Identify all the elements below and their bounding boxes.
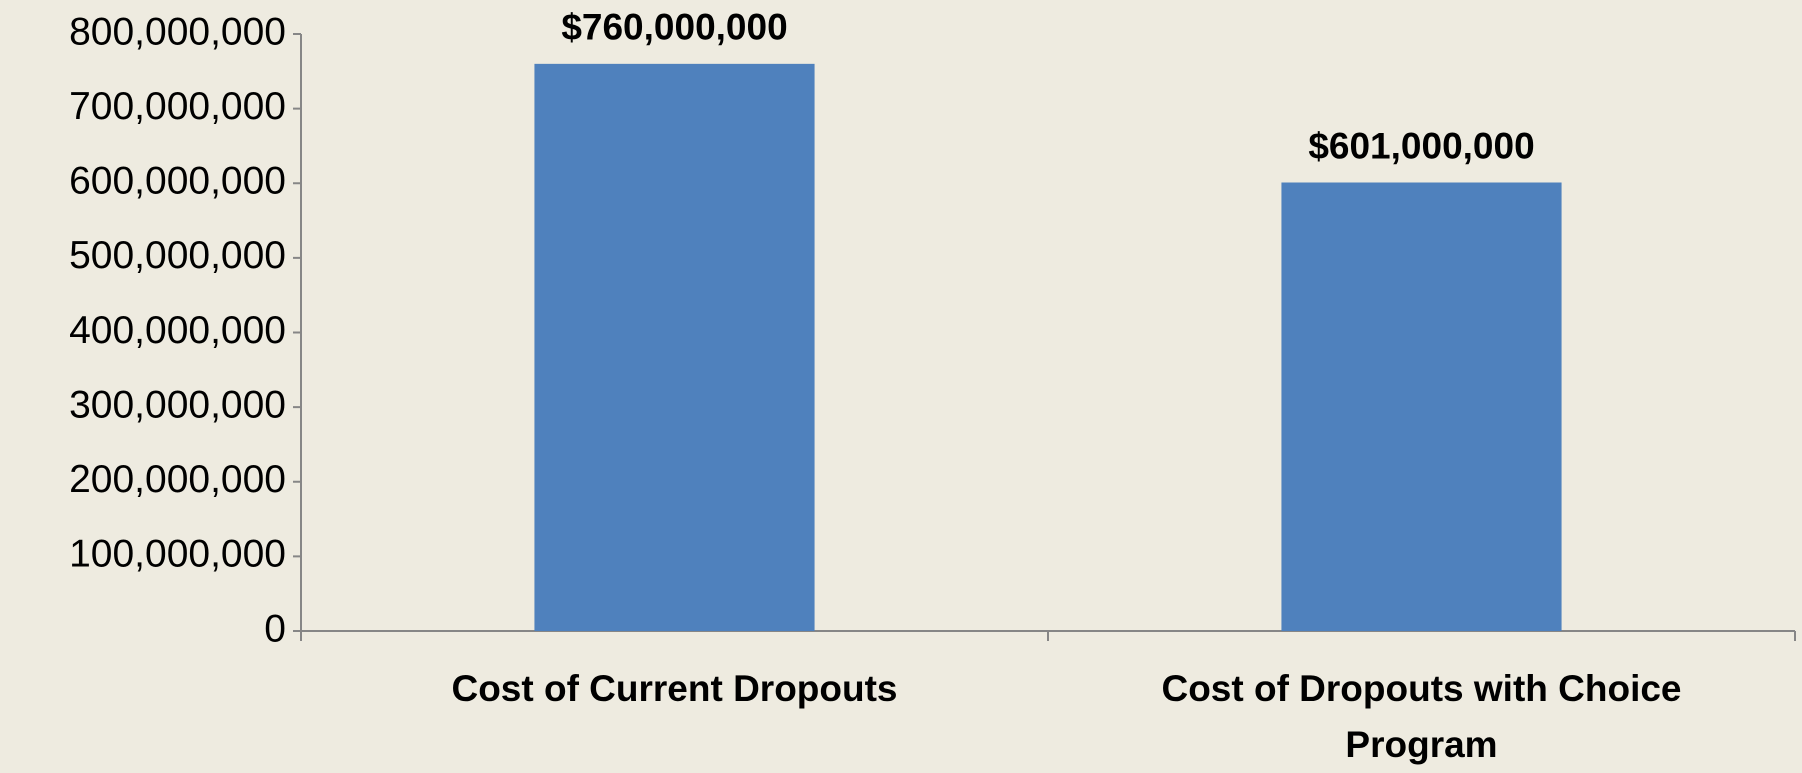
value-label: $601,000,000 xyxy=(1308,125,1534,166)
y-tick-label: 300,000,000 xyxy=(69,383,286,426)
x-tick-label: Cost of Dropouts with Choice Program xyxy=(1161,668,1682,765)
y-tick-label: 500,000,000 xyxy=(69,234,286,277)
x-tick-label: Cost of Current Dropouts xyxy=(451,668,898,709)
y-tick-label: 800,000,000 xyxy=(69,10,286,53)
y-tick-label: 700,000,000 xyxy=(69,85,286,128)
y-tick-label: 400,000,000 xyxy=(69,309,286,352)
y-tick-label: 600,000,000 xyxy=(69,160,286,203)
y-tick-label: 200,000,000 xyxy=(69,458,286,501)
bar xyxy=(1281,182,1562,631)
y-tick-label: 100,000,000 xyxy=(69,533,286,576)
y-tick-label: 0 xyxy=(264,607,286,650)
value-label: $760,000,000 xyxy=(561,7,787,48)
bar xyxy=(534,63,815,632)
